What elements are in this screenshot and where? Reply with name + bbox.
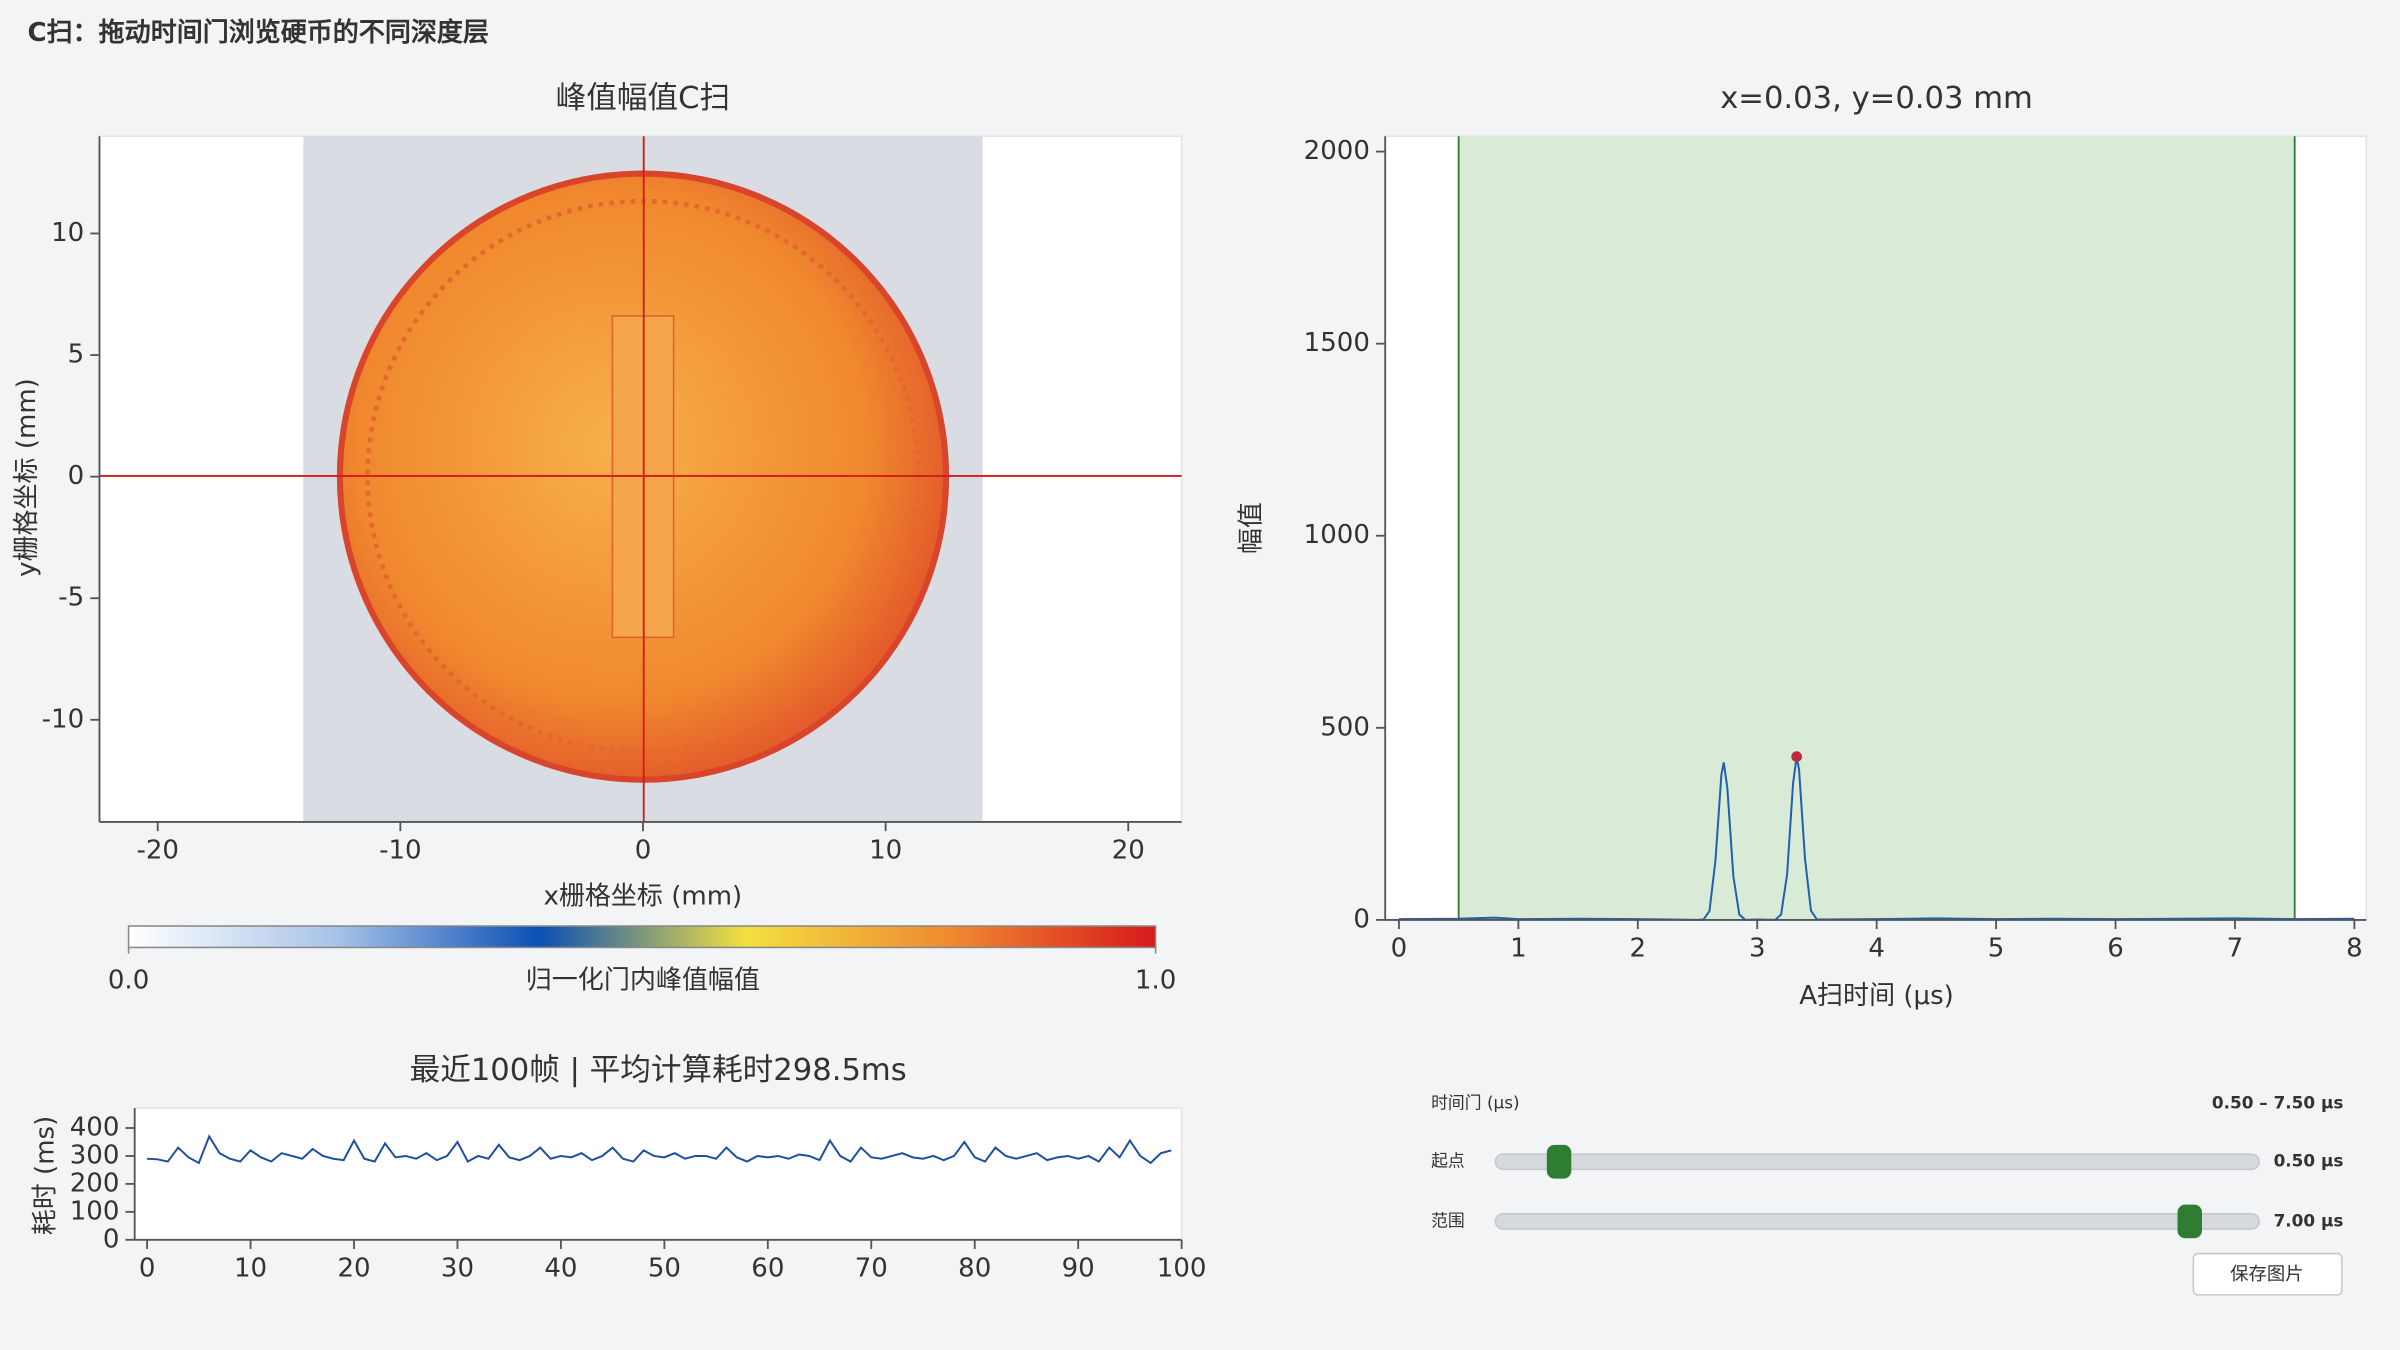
y-tick-label: 1500: [1304, 328, 1370, 358]
peak-marker: [1791, 751, 1802, 762]
save-button[interactable]: [2192, 1252, 2343, 1296]
x-tick-label: 6: [2107, 933, 2124, 963]
x-axis-label: A扫时间 (μs): [1799, 981, 1954, 1011]
slider-value: 7.00 μs: [2274, 1210, 2344, 1230]
x-tick-label: -20: [136, 836, 179, 866]
y-tick-label: -5: [58, 583, 84, 613]
y-axis-label: 耗时 (ms): [30, 1116, 60, 1236]
y-tick-label: 300: [70, 1140, 120, 1170]
x-tick-label: 20: [1112, 836, 1145, 866]
x-tick-label: 70: [855, 1253, 888, 1283]
slider-thumb[interactable]: [2177, 1204, 2202, 1239]
x-tick-label: 5: [1988, 933, 2005, 963]
slider-value: 0.50 μs: [2274, 1151, 2344, 1171]
y-tick-label: -10: [42, 704, 85, 734]
x-tick-label: 0: [635, 836, 652, 866]
time-gate: [1458, 136, 2295, 920]
y-tick-label: 0: [68, 461, 85, 491]
x-tick-label: 4: [1868, 933, 1885, 963]
slider-label: 范围: [1431, 1210, 1465, 1230]
gate-summary: 0.50 – 7.50 μs: [2212, 1093, 2343, 1113]
x-tick-label: 7: [2227, 933, 2244, 963]
colorbar-label: 归一化门内峰值幅值: [526, 966, 760, 996]
x-tick-label: 80: [958, 1253, 991, 1283]
slider-label: 起点: [1431, 1151, 1465, 1171]
y-axis-label: y栅格坐标 (mm): [12, 378, 42, 577]
x-tick-label: 2: [1630, 933, 1647, 963]
y-tick-label: 2000: [1304, 136, 1370, 166]
x-tick-label: 90: [1062, 1253, 1095, 1283]
y-tick-label: 0: [103, 1224, 120, 1254]
colorbar: [127, 925, 1157, 949]
chart-title: x=0.03, y=0.03 mm: [1720, 81, 2033, 116]
x-tick-label: 1: [1510, 933, 1527, 963]
y-tick-label: 200: [70, 1168, 120, 1198]
y-tick-label: 5: [68, 340, 85, 370]
y-axis-label: 幅值: [1237, 502, 1267, 554]
slider-track: [1494, 1153, 2260, 1171]
y-tick-label: 100: [70, 1196, 120, 1226]
x-tick-label: 3: [1749, 933, 1766, 963]
y-tick-label: 0: [1353, 904, 1370, 934]
x-tick-label: 8: [2346, 933, 2363, 963]
x-axis-label: x栅格坐标 (mm): [543, 881, 742, 911]
y-tick-label: 500: [1320, 712, 1370, 742]
x-tick-label: 50: [648, 1253, 681, 1283]
x-tick-label: -10: [379, 836, 422, 866]
chart-title: 峰值幅值C扫: [556, 81, 730, 116]
x-tick-label: 60: [751, 1253, 784, 1283]
x-tick-label: 10: [234, 1253, 267, 1283]
plot-area: [133, 1107, 1183, 1241]
y-tick-label: 400: [70, 1113, 120, 1143]
x-tick-label: 100: [1157, 1253, 1207, 1283]
x-tick-label: 0: [1391, 933, 1408, 963]
slider-track: [1494, 1213, 2260, 1230]
data-line: [147, 1134, 1172, 1165]
y-tick-label: 10: [51, 218, 84, 248]
slider-thumb[interactable]: [1546, 1144, 1572, 1179]
x-tick-label: 10: [869, 836, 902, 866]
y-tick-label: 1000: [1304, 520, 1370, 550]
colorbar-tick-label: 0.0: [108, 966, 149, 996]
chart-title: 最近100帧 | 平均计算耗时298.5ms: [410, 1053, 907, 1088]
x-tick-label: 30: [441, 1253, 474, 1283]
colorbar-tick-label: 1.0: [1135, 966, 1176, 996]
save-button-label: 保存图片: [2230, 1264, 2303, 1285]
page-title: C扫：拖动时间门浏览硬币的不同深度层: [28, 17, 489, 48]
x-tick-label: 40: [544, 1253, 577, 1283]
x-tick-label: 20: [337, 1253, 370, 1283]
gate-title: 时间门 (μs): [1431, 1093, 1519, 1113]
x-tick-label: 0: [139, 1253, 156, 1283]
